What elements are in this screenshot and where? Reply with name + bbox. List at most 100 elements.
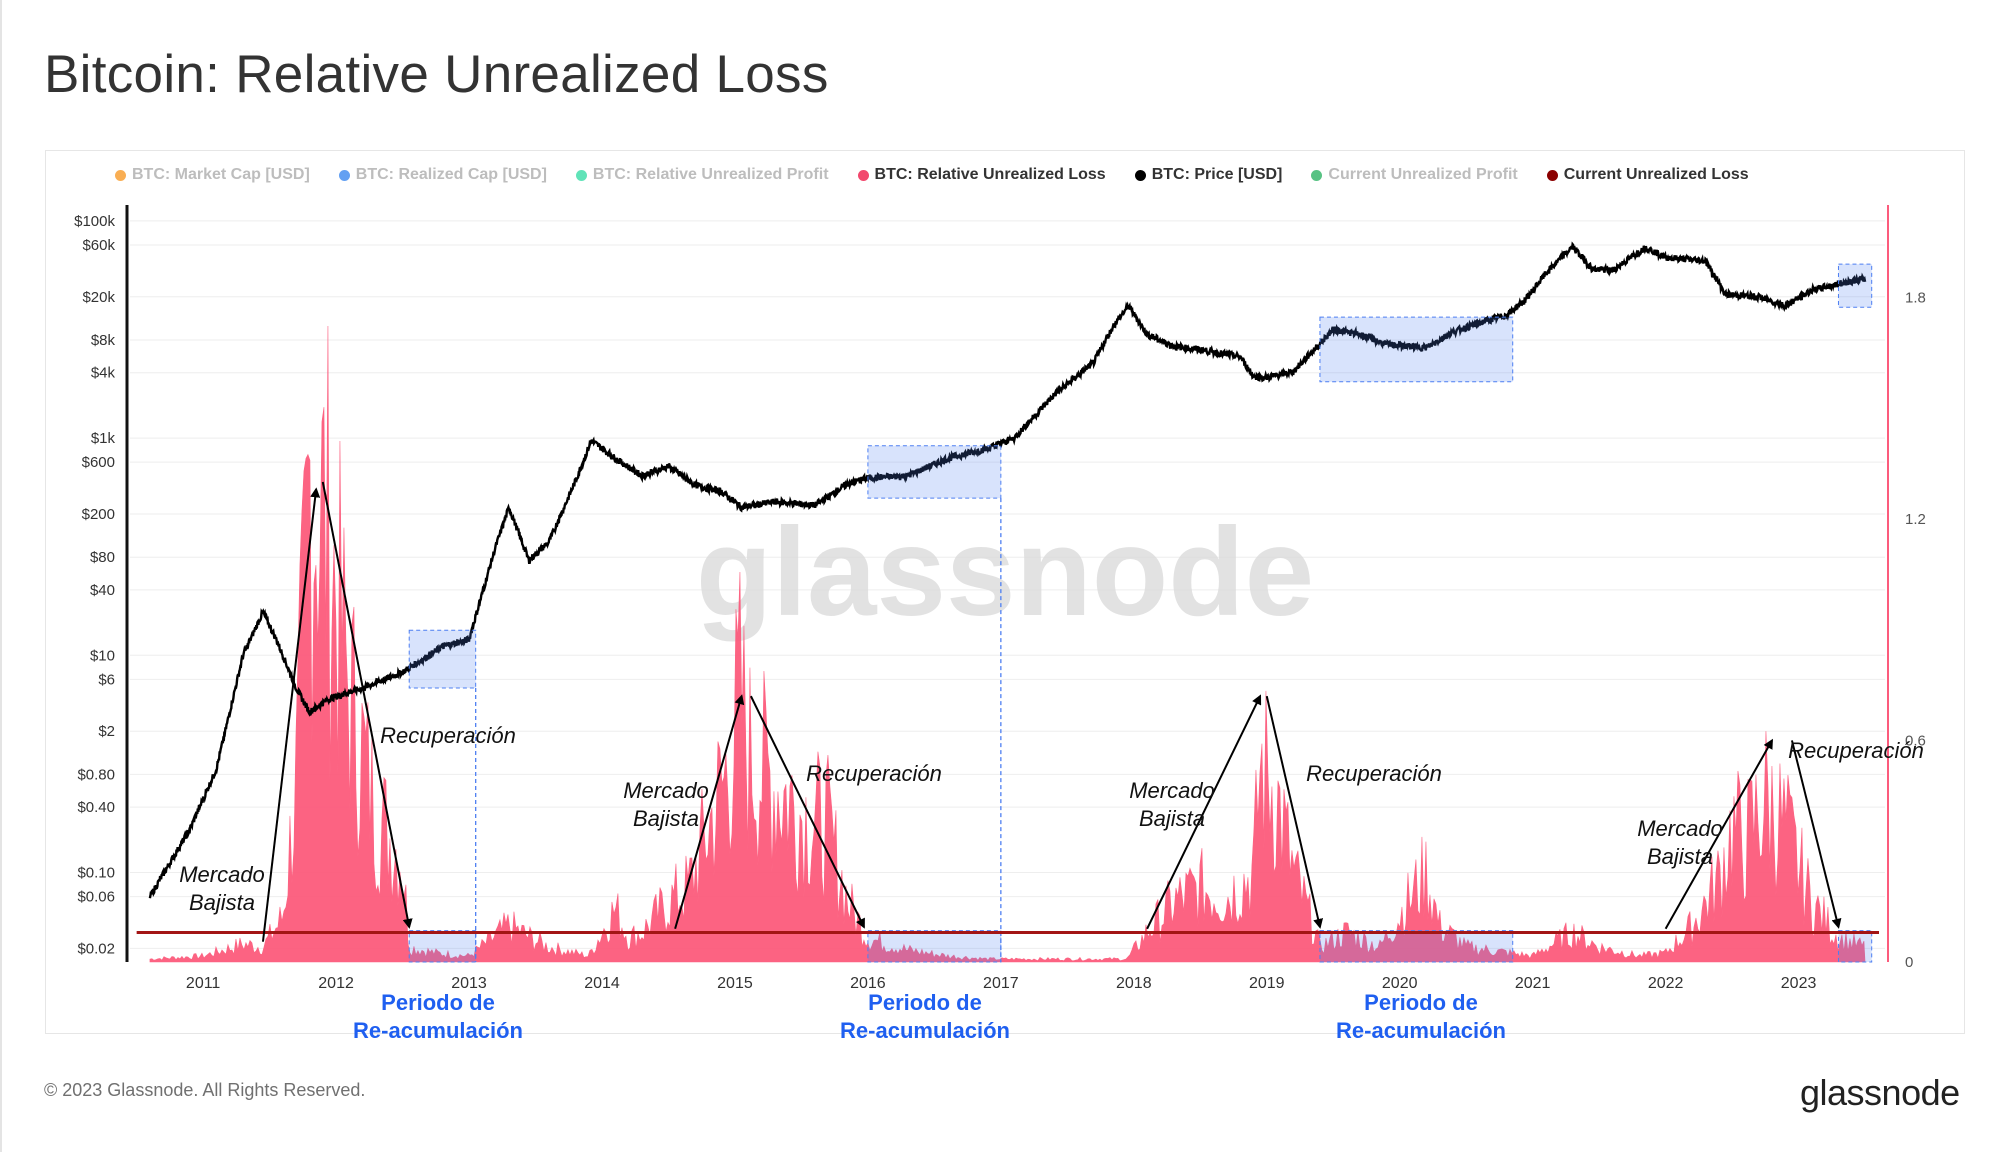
right-tick-label: 1.2 xyxy=(1905,511,1926,528)
reaccumulation-label: Periodo de Re-acumulación xyxy=(353,990,523,1043)
cycle-arrow xyxy=(261,487,321,942)
reaccumulation-label: Periodo de Re-acumulación xyxy=(1336,990,1506,1043)
left-tick-label: $1k xyxy=(91,430,116,447)
x-tick-label: 2023 xyxy=(1781,975,1817,992)
x-tick-label: 2015 xyxy=(717,975,753,992)
x-tick-label: 2022 xyxy=(1648,975,1684,992)
legend-dot-icon xyxy=(1311,169,1323,181)
recovery-label-line: Recuperación xyxy=(380,723,516,748)
reaccumulation-label-line: Re-acumulación xyxy=(1336,1018,1506,1043)
recovery-label: Recuperación xyxy=(806,761,942,786)
x-tick-label: 2014 xyxy=(584,975,620,992)
legend-label: BTC: Realized Cap [USD] xyxy=(355,166,547,183)
legend-item-relative-unrealized-loss[interactable]: BTC: Relative Unrealized Loss xyxy=(857,166,1106,184)
cycle-arrow xyxy=(749,695,865,929)
price-highlight-box xyxy=(1837,263,1873,308)
reaccumulation-label-line: Periodo de xyxy=(1364,990,1478,1015)
bear-market-label-line: Bajista xyxy=(633,806,699,831)
cycle-arrow xyxy=(1664,738,1773,930)
cycle-arrow xyxy=(674,694,745,930)
left-tick-label: $8k xyxy=(91,332,116,349)
left-tick-label: $10 xyxy=(90,647,115,664)
legend-label: Current Unrealized Profit xyxy=(1328,166,1518,183)
cycle-arrows xyxy=(261,481,1842,942)
reaccumulation-band-bottom xyxy=(1319,930,1514,963)
copyright-text: © 2023 Glassnode. All Rights Reserved. xyxy=(44,1080,366,1100)
x-tick-label: 2020 xyxy=(1382,975,1418,992)
reaccumulation-label-line: Periodo de xyxy=(868,990,982,1015)
price-highlight-box xyxy=(867,445,1002,499)
left-tick-label: $200 xyxy=(82,506,115,523)
bear-market-label-line: Bajista xyxy=(1647,844,1713,869)
legend-item-current-unrealized-profit[interactable]: Current Unrealized Profit xyxy=(1311,166,1518,184)
left-tick-label: $0.80 xyxy=(77,766,115,783)
annotations: Mercado Bajista Mercado Bajista Mercado Bajis… xyxy=(179,723,1924,1043)
left-tick-label: $6 xyxy=(98,671,115,688)
left-tick-label: $0.10 xyxy=(77,865,115,882)
recovery-label-line: Recuperación xyxy=(1788,738,1924,763)
legend-dot-icon xyxy=(115,169,126,181)
legend-dot-icon xyxy=(1134,169,1146,181)
legend-label: BTC: Relative Unrealized Loss xyxy=(874,166,1106,183)
bear-market-label: Mercado Bajista xyxy=(623,778,709,831)
page-title: Bitcoin: Relative Unrealized Loss xyxy=(44,45,829,104)
legend-label: Current Unrealized Loss xyxy=(1563,166,1749,183)
left-tick-label: $100k xyxy=(74,213,115,230)
right-axis-ticks: 1.8 1.2 0.6 0 xyxy=(1905,289,1926,971)
glassnode-logo: glassnode xyxy=(1800,1072,1960,1113)
price-highlight-boxes xyxy=(408,263,1873,689)
x-tick-label: 2018 xyxy=(1116,975,1152,992)
legend-item-price[interactable]: BTC: Price [USD] xyxy=(1134,166,1282,184)
left-tick-label: $600 xyxy=(82,454,115,471)
bear-market-label-line: Bajista xyxy=(1139,806,1205,831)
left-tick-label: $40 xyxy=(90,582,115,599)
x-tick-label: 2017 xyxy=(983,975,1019,992)
reaccumulation-label-line: Re-acumulación xyxy=(840,1018,1010,1043)
legend-item-current-unrealized-loss[interactable]: Current Unrealized Loss xyxy=(1546,166,1749,184)
legend-dot-icon xyxy=(575,169,587,181)
x-tick-label: 2016 xyxy=(850,975,886,992)
cycle-arrow xyxy=(1146,694,1262,930)
reaccumulation-bands xyxy=(408,930,1873,963)
bear-market-label-line: Bajista xyxy=(189,890,255,915)
bear-market-label: Mercado Bajista xyxy=(179,862,265,915)
left-tick-label: $80 xyxy=(90,549,115,566)
bear-market-label-line: Mercado xyxy=(179,862,265,887)
legend-dot-icon xyxy=(1546,169,1558,181)
cycle-arrow xyxy=(1265,695,1324,929)
cycle-arrow xyxy=(1790,740,1842,929)
legend-item-realized-cap[interactable]: BTC: Realized Cap [USD] xyxy=(338,166,547,184)
right-tick-label: 1.8 xyxy=(1905,289,1926,306)
legend-dot-icon xyxy=(338,169,350,181)
legend-dot-icon xyxy=(857,169,869,181)
chart-legend: BTC: Market Cap [USD] BTC: Realized Cap … xyxy=(115,166,1749,184)
left-tick-label: $2 xyxy=(98,723,115,740)
watermark-text: glassnode xyxy=(696,503,1314,642)
left-tick-label: $60k xyxy=(82,237,115,254)
left-tick-label: $0.06 xyxy=(77,889,115,906)
bear-market-label-line: Mercado xyxy=(623,778,709,803)
left-tick-label: $0.02 xyxy=(77,940,115,957)
chart-panel xyxy=(45,150,1965,1034)
x-tick-label: 2019 xyxy=(1249,975,1285,992)
price-highlight-box xyxy=(1319,316,1514,383)
left-tick-label: $0.40 xyxy=(77,799,115,816)
reaccumulation-band-bottom xyxy=(1837,930,1873,963)
reaccumulation-label-line: Periodo de xyxy=(381,990,495,1015)
legend-item-relative-unrealized-profit[interactable]: BTC: Relative Unrealized Profit xyxy=(575,166,829,184)
price-highlight-box xyxy=(408,629,477,689)
right-tick-label: 0.6 xyxy=(1905,732,1926,749)
bear-market-label: Mercado Bajista xyxy=(1129,778,1215,831)
legend-label: BTC: Market Cap [USD] xyxy=(132,166,310,183)
reaccumulation-band-bottom xyxy=(408,930,477,963)
grid-lines xyxy=(130,220,1885,949)
x-tick-label: 2013 xyxy=(451,975,487,992)
x-tick-label: 2021 xyxy=(1515,975,1551,992)
legend-item-market-cap[interactable]: BTC: Market Cap [USD] xyxy=(115,166,310,184)
x-axis-ticks: 2011 2012 2013 2014 2015 2016 2017 2018 2019 2020… xyxy=(186,975,1817,992)
reaccumulation-band-bottom xyxy=(867,930,1002,963)
recovery-label-line: Recuperación xyxy=(1306,761,1442,786)
bear-market-label-line: Mercado xyxy=(1637,816,1723,841)
